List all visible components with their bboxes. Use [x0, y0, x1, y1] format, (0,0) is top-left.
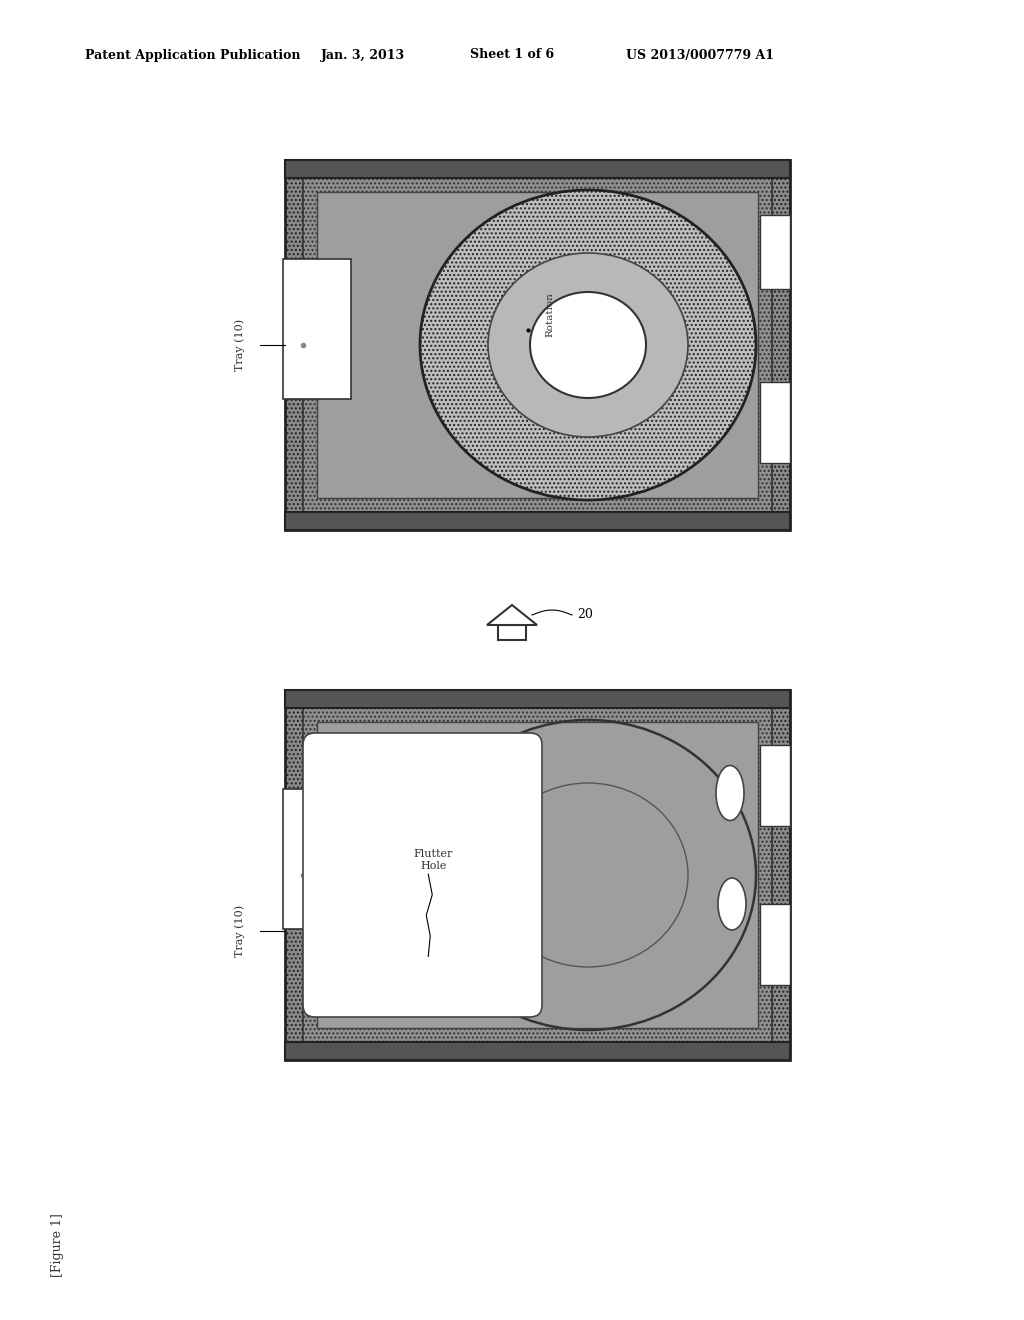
Ellipse shape: [718, 878, 746, 931]
Ellipse shape: [420, 190, 756, 500]
Bar: [303, 708, 772, 1041]
Text: [Figure 1]: [Figure 1]: [51, 1213, 65, 1276]
Bar: [317, 191, 758, 498]
Polygon shape: [487, 605, 537, 624]
Text: Flutter
Hole: Flutter Hole: [414, 849, 453, 871]
Text: Rotation: Rotation: [546, 293, 555, 338]
Bar: [303, 178, 772, 512]
Text: 20: 20: [577, 609, 593, 622]
Bar: [760, 744, 790, 826]
Text: US 2013/0007779 A1: US 2013/0007779 A1: [626, 49, 774, 62]
Bar: [283, 259, 351, 399]
Bar: [498, 624, 526, 640]
Bar: [317, 722, 758, 1028]
Bar: [760, 215, 790, 289]
Text: Patent Application Publication: Patent Application Publication: [85, 49, 300, 62]
Text: Sheet 1 of 6: Sheet 1 of 6: [470, 49, 554, 62]
FancyBboxPatch shape: [303, 733, 542, 1016]
Text: Tray (10): Tray (10): [234, 319, 246, 371]
Ellipse shape: [530, 292, 646, 399]
Text: Jan. 3, 2013: Jan. 3, 2013: [321, 49, 406, 62]
Bar: [285, 160, 790, 531]
Bar: [285, 690, 790, 708]
Bar: [283, 789, 351, 929]
Bar: [285, 512, 790, 531]
Bar: [760, 381, 790, 463]
Bar: [285, 160, 790, 178]
Text: Tray (10): Tray (10): [234, 904, 246, 957]
Bar: [760, 904, 790, 985]
Ellipse shape: [488, 253, 688, 437]
Bar: [285, 1041, 790, 1060]
Bar: [285, 690, 790, 1060]
Ellipse shape: [716, 766, 744, 821]
